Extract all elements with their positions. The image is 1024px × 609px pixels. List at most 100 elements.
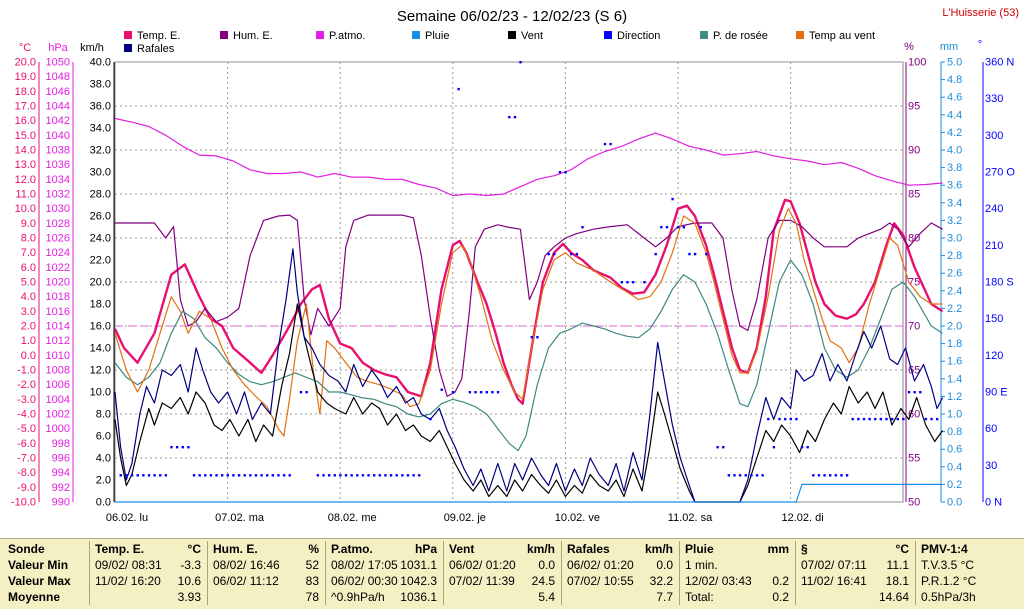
legend-label: Rafales xyxy=(137,43,175,55)
temp-tick-label: 15.0 xyxy=(15,130,36,142)
rain-tick-label: 1.0 xyxy=(947,409,962,421)
direction-point xyxy=(699,226,702,229)
direction-point xyxy=(530,336,534,339)
pressure-tick-label: 1038 xyxy=(46,145,70,157)
stats-temp-unit: °C xyxy=(187,542,201,556)
stats-press-max-date: 06/02/ 00:30 xyxy=(331,574,398,588)
stats-hum-min-val: 52 xyxy=(305,558,319,572)
pressure-tick-label: 1030 xyxy=(46,203,70,215)
rain-tick-label: 4.0 xyxy=(947,145,962,157)
stats-press-min-date: 08/02/ 17:05 xyxy=(331,558,398,572)
legend-label: Vent xyxy=(521,30,543,42)
stats-wind-title: Vent xyxy=(449,542,475,556)
direction-tick-label: 300 xyxy=(985,130,1003,142)
rain-tick-label: 2.6 xyxy=(947,268,962,280)
direction-point xyxy=(237,474,241,477)
direction-point xyxy=(750,474,753,477)
direction-point xyxy=(733,474,736,477)
x-tick-label: 09.02. je xyxy=(444,512,486,524)
direction-point xyxy=(924,417,928,421)
temp-tick-label: -9.0 xyxy=(17,482,36,494)
direction-point xyxy=(677,226,680,229)
temp-tick-label: 17.0 xyxy=(15,101,36,113)
temp-tick-label: 0.0 xyxy=(21,350,36,362)
stats-col-pmv: PMV-1:4 T.V.3.5 °C P.R.1.2 °C 0.5hPa/3h xyxy=(921,541,1021,607)
direction-point xyxy=(879,417,883,421)
stats-extra-max-date: 11/02/ 16:41 xyxy=(801,574,867,588)
stats-col-temp: Temp. E. °C 09/02/ 08:31 -3.3 11/02/ 16:20… xyxy=(95,541,205,607)
stats-wind-min-val: 0.0 xyxy=(538,558,555,572)
direction-point xyxy=(339,474,342,477)
legend-swatch xyxy=(700,31,708,39)
direction-point xyxy=(829,474,832,477)
direction-point xyxy=(136,474,139,477)
direction-point xyxy=(333,474,336,477)
wind-tick-label: 16.0 xyxy=(90,321,111,333)
direction-point xyxy=(693,252,697,256)
stats-hum-title: Hum. E. xyxy=(213,542,258,556)
wind-tick-label: 18.0 xyxy=(90,299,111,311)
stats-pmv-trend: 0.5hPa/3h xyxy=(921,590,976,604)
series-p-de-ros-e xyxy=(114,259,943,452)
series-vent xyxy=(114,303,944,503)
stats-gust-max-val: 32.2 xyxy=(649,574,673,588)
pressure-axis-unit: hPa xyxy=(48,42,68,54)
stats-label-min: Valeur Min xyxy=(8,558,69,572)
direction-point xyxy=(429,417,432,421)
direction-point xyxy=(147,474,151,477)
wind-tick-label: 30.0 xyxy=(90,167,111,179)
temp-tick-label: -2.0 xyxy=(17,379,36,391)
direction-point xyxy=(367,474,370,477)
direction-tick-label: 240 xyxy=(985,203,1003,215)
humidity-tick-label: 50 xyxy=(908,497,920,509)
stats-press-max-val: 1042.3 xyxy=(400,574,437,588)
direction-point xyxy=(862,417,866,421)
pressure-tick-label: 1034 xyxy=(46,174,70,186)
stats-press-min-val: 1031.1 xyxy=(400,558,437,572)
legend-label: Pluie xyxy=(425,30,449,42)
direction-point xyxy=(479,391,483,394)
direction-tick-label: 120 xyxy=(985,350,1003,362)
legend-swatch xyxy=(124,44,132,52)
humidity-tick-label: 95 xyxy=(908,101,920,113)
direction-point xyxy=(513,116,517,119)
direction-point xyxy=(485,391,488,394)
wind-tick-label: 12.0 xyxy=(90,365,111,377)
direction-point xyxy=(795,417,798,421)
temp-tick-label: 16.0 xyxy=(15,115,36,127)
pressure-tick-label: 1008 xyxy=(46,365,70,377)
direction-point xyxy=(913,391,916,394)
direction-point xyxy=(142,474,145,477)
direction-point xyxy=(851,417,854,421)
wind-tick-label: 34.0 xyxy=(90,123,111,135)
direction-point xyxy=(350,474,353,477)
pressure-tick-label: 1018 xyxy=(46,291,70,303)
series-hum-e- xyxy=(115,214,943,397)
direction-point xyxy=(457,87,460,91)
direction-point xyxy=(789,417,792,421)
x-tick-label: 11.02. sa xyxy=(668,512,713,524)
temp-tick-label: 13.0 xyxy=(15,159,36,171)
series-pluie xyxy=(115,483,943,503)
direction-point xyxy=(170,446,173,449)
direction-point xyxy=(857,417,860,421)
direction-point xyxy=(344,474,348,477)
rain-tick-label: 3.8 xyxy=(947,162,962,174)
legend-swatch xyxy=(604,31,612,39)
direction-point xyxy=(603,142,607,146)
direction-point xyxy=(249,474,252,477)
direction-point xyxy=(705,252,708,256)
direction-point xyxy=(738,474,742,477)
temp-tick-label: 5.0 xyxy=(21,277,36,289)
temp-tick-label: 1.0 xyxy=(21,335,36,347)
direction-point xyxy=(260,474,263,477)
wind-tick-label: 40.0 xyxy=(90,57,111,69)
legend-item: P. de rosée xyxy=(700,30,768,42)
rain-tick-label: 2.0 xyxy=(947,321,962,333)
direction-point xyxy=(451,391,455,394)
pressure-tick-label: 1004 xyxy=(46,394,70,406)
direction-point xyxy=(845,474,849,477)
direction-point xyxy=(491,391,494,394)
pressure-tick-label: 1020 xyxy=(46,277,70,289)
temp-tick-label: -8.0 xyxy=(17,467,36,479)
